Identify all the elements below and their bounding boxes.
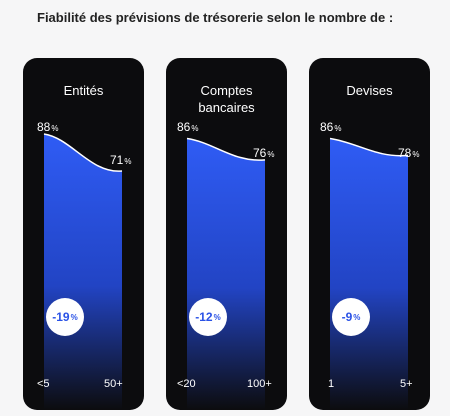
area-chart-svg [43,133,123,410]
x-tick-end: 50+ [104,378,123,390]
start-value-label: 88% [37,120,59,134]
end-value-label: 78% [398,146,420,160]
page-title: Fiabilité des prévisions de trésorerie s… [37,10,394,25]
chart-panel-entites: Entités 88% 71% -19% <5 50+ [23,58,144,410]
x-tick-end: 5+ [400,378,413,390]
change-badge: -19% [46,298,84,336]
x-tick-start: <20 [177,378,196,390]
area-fill [44,134,122,410]
chart-title: Devises [346,83,393,98]
start-value-label: 86% [177,120,199,134]
change-badge: -9% [332,298,370,336]
series-line [43,133,123,172]
start-value-label: 86% [320,120,342,134]
chart-panel-comptes-bancaires: Comptes bancaires 86% 76% -12% <20 100+ [166,58,287,410]
area-fill [187,138,265,410]
area-chart-svg [186,137,266,410]
end-value-label: 71% [110,153,132,167]
chart-title: Comptes bancaires [198,83,255,115]
chart-title: Entités [63,83,104,98]
series-line [186,137,266,161]
change-badge: -12% [189,298,227,336]
series-line [329,137,409,157]
x-tick-end: 100+ [247,378,272,390]
area-fill [330,138,408,410]
chart-panel-devises: Devises 86% 78% -9% 1 5+ [309,58,430,410]
x-tick-start: 1 [328,378,335,390]
area-chart-svg [329,137,409,410]
end-value-label: 76% [253,146,275,160]
x-tick-start: <5 [37,378,50,390]
